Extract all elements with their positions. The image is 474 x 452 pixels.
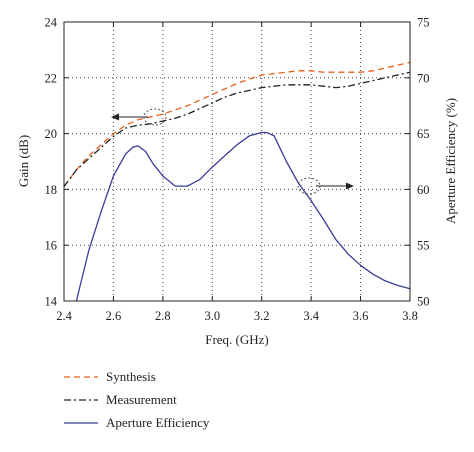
x-tick-label: 3.2 [254,309,270,323]
legend: Synthesis Measurement Aperture Efficiency [64,369,210,430]
left-axis-arrow-head [111,113,119,121]
y2-tick-label: 70 [417,71,430,85]
annotations [111,108,354,195]
y2-axis-title: Aperture Efficiency (%) [443,98,458,224]
legend-label: Aperture Efficiency [106,415,210,430]
y-tick-label: 22 [45,71,58,85]
right-axis-arrow-head [346,182,354,190]
y-tick-label: 14 [45,295,58,309]
x-tick-label: 3.6 [353,309,369,323]
grid [64,22,410,301]
x-tick-label: 2.6 [106,309,122,323]
x-tick-label: 3.0 [204,309,220,323]
legend-label: Synthesis [106,369,156,384]
y-tick-label: 20 [45,127,58,141]
legend-label: Measurement [106,392,177,407]
x-tick-label: 2.8 [155,309,171,323]
y2-tick-label: 75 [417,16,430,30]
x-tick-label: 3.4 [303,309,319,323]
x-tick-label: 2.4 [56,309,72,323]
y-tick-label: 24 [45,16,58,30]
y2-tick-label: 60 [417,183,430,197]
y-tick-label: 18 [45,183,58,197]
axis-ticks: 2.4 2.6 2.8 3.0 3.2 3.4 3.6 3.8 14 16 18 20 22 24 50 55… [45,16,430,324]
y2-tick-label: 55 [417,239,430,253]
series-line-synthesis [63,61,411,187]
x-tick-label: 3.8 [402,309,418,323]
y2-tick-label: 65 [417,127,430,141]
y2-tick-label: 50 [417,295,430,309]
x-axis-title: Freq. (GHz) [205,332,269,347]
plot-frame [63,21,411,302]
series-group [63,61,411,302]
series-line-measurement [63,71,411,187]
y-tick-label: 16 [45,239,58,253]
series-line-aperture-efficiency [75,131,411,302]
y-axis-title: Gain (dB) [16,135,31,187]
